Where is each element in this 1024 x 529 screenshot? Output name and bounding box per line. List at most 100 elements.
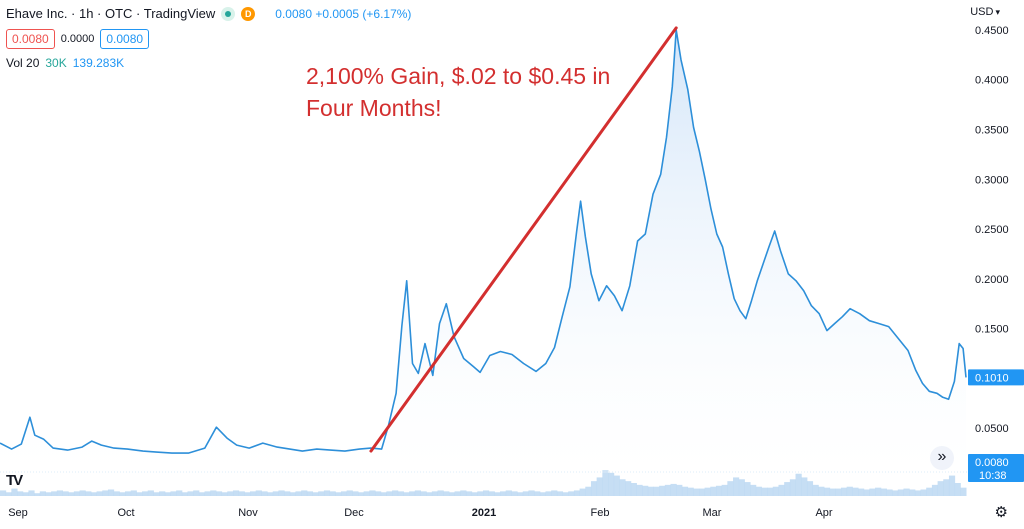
volume-bar <box>369 490 376 496</box>
volume-bar <box>329 491 336 496</box>
volume-bar <box>579 488 586 496</box>
volume-bar <box>914 490 922 496</box>
volume-bar <box>22 492 29 496</box>
price-tag-time: 10:38 <box>979 470 1007 482</box>
volume-bar <box>647 486 654 496</box>
bid-ask-row: 0.0080 0.0000 0.0080 <box>6 29 150 49</box>
volume-bar <box>255 490 262 496</box>
volume-bar <box>0 490 7 496</box>
volume-bar <box>636 484 643 496</box>
volume-bar <box>119 492 126 496</box>
volume-bar <box>340 491 348 496</box>
volume-bar <box>278 490 285 496</box>
market-status-icon <box>221 6 236 21</box>
volume-bar <box>670 483 677 496</box>
volume-bar <box>454 491 461 496</box>
volume-bar <box>659 485 666 496</box>
volume-bar <box>142 491 149 496</box>
volume-bar <box>744 482 751 496</box>
volume-bar <box>414 490 421 496</box>
double-chevron-right-icon[interactable]: » <box>930 446 954 470</box>
volume-bar <box>346 490 353 496</box>
volume-bar <box>420 491 427 496</box>
gear-icon[interactable]: ⚙ <box>994 504 1008 521</box>
volume-bar <box>198 492 206 496</box>
volume-bar <box>159 491 166 496</box>
volume-bar <box>727 481 734 496</box>
sell-price-box[interactable]: 0.0080 <box>6 29 55 49</box>
volume-bar <box>733 477 740 496</box>
volume-bar <box>875 487 882 496</box>
volume-bar <box>312 492 319 496</box>
symbol-header: Ehave Inc. · 1h · OTC · TradingView D 0.… <box>6 6 411 21</box>
y-tick-label: 0.1500 <box>975 324 1009 336</box>
volume-bar <box>778 484 785 496</box>
price-tag <box>968 454 1024 482</box>
last-price: 0.0080 +0.0005 (+6.17%) <box>275 6 412 21</box>
volume-label[interactable]: Vol 20 <box>6 56 40 70</box>
tradingview-logo-icon[interactable]: TV <box>6 472 23 489</box>
volume-bar <box>460 490 467 496</box>
volume-bar <box>750 484 757 496</box>
buy-price-box[interactable]: 0.0080 <box>100 29 150 49</box>
volume-bar <box>28 490 35 496</box>
volume-bar <box>409 491 416 496</box>
volume-bar <box>39 491 46 496</box>
volume-bar <box>556 491 564 496</box>
y-tick-label: 0.0500 <box>975 423 1009 435</box>
volume-bar <box>85 491 92 496</box>
volume-bar <box>738 479 745 496</box>
volume-bar <box>886 489 893 496</box>
x-tick-label: Nov <box>238 507 258 519</box>
volume-bar <box>505 490 512 496</box>
volume-bar <box>102 490 109 496</box>
volume-bar <box>96 491 103 496</box>
volume-bar <box>613 475 620 496</box>
volume-bar <box>801 477 808 496</box>
volume-bar <box>920 489 927 496</box>
volume-bar <box>465 491 473 496</box>
volume-bar <box>187 491 194 496</box>
y-tick-label: 0.4500 <box>975 25 1009 37</box>
volume-bar <box>193 490 200 496</box>
volume-bar <box>107 489 115 496</box>
volume-bar <box>858 488 865 496</box>
volume-bar <box>608 472 615 496</box>
volume-bar <box>840 487 848 496</box>
volume-bar <box>835 488 842 496</box>
currency-selector[interactable]: USD <box>970 6 1000 18</box>
volume-bar <box>443 491 450 496</box>
volume-bar <box>448 492 456 496</box>
volume-bar <box>147 490 154 496</box>
volume-bar <box>630 483 637 496</box>
volume-bar <box>818 486 825 496</box>
volume-bar <box>534 491 541 496</box>
volume-bar <box>812 484 819 496</box>
volume-bar <box>517 492 524 496</box>
volume-bar <box>68 492 75 496</box>
gain-annotation: 2,100% Gain, $.02 to $0.45 in Four Month… <box>306 60 610 124</box>
volume-bar <box>539 492 547 496</box>
x-tick-label: Oct <box>117 507 134 519</box>
price-line[interactable] <box>0 29 967 454</box>
volume-bar <box>210 490 217 496</box>
symbol-title[interactable]: Ehave Inc. · 1h · OTC · TradingView <box>6 6 216 21</box>
price-tag-label: 0.1010 <box>975 372 1009 384</box>
volume-bar <box>136 492 143 496</box>
volume-bar <box>687 487 694 496</box>
trend-line[interactable] <box>369 26 678 453</box>
x-tick-label: Sep <box>8 507 28 519</box>
price-tag <box>968 369 1024 386</box>
volume-bar <box>153 492 160 496</box>
volume-bar <box>625 481 632 496</box>
volume-bar <box>73 491 81 496</box>
volume-bar <box>272 491 279 496</box>
annotation-line-2: Four Months! <box>306 95 442 121</box>
spread-value: 0.0000 <box>60 33 95 45</box>
volume-bar <box>693 488 700 496</box>
volume-bar <box>5 492 12 496</box>
volume-bar <box>619 479 626 496</box>
volume-bar <box>11 488 18 496</box>
